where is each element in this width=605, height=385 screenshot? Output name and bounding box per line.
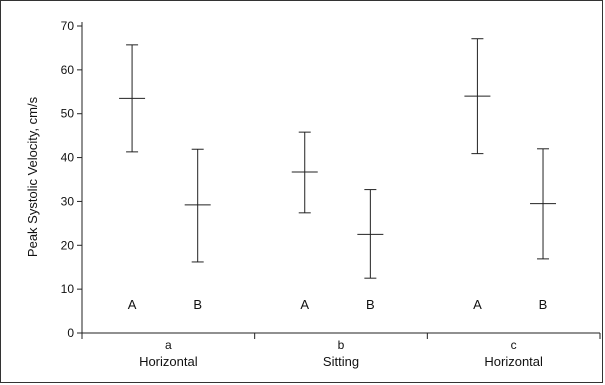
point-label: B — [366, 297, 375, 312]
point-label: A — [300, 297, 309, 312]
x-axis: a Horizontal b Sitting c Horizontal — [81, 332, 601, 369]
x-group-letter: a — [165, 338, 172, 352]
y-tick-label: 50 — [61, 107, 75, 121]
y-tick-label: 40 — [61, 151, 75, 165]
point-label: B — [539, 297, 548, 312]
y-tick-label: 30 — [61, 194, 75, 208]
point-label: B — [193, 297, 202, 312]
x-group-letter: b — [338, 338, 345, 352]
y-tick-label: 60 — [61, 63, 75, 77]
y-tick-label: 10 — [61, 282, 75, 296]
y-tick-label: 70 — [61, 19, 75, 33]
x-group-name: Sitting — [323, 354, 359, 369]
x-group-name: Horizontal — [139, 354, 198, 369]
point-label: A — [128, 297, 137, 312]
y-tick-label: 0 — [67, 326, 74, 340]
y-tick-label: 20 — [61, 238, 75, 252]
y-axis-label: Peak Systolic Velocity, cm/s — [25, 96, 40, 257]
y-axis: 0 10 20 30 40 50 60 70 — [61, 19, 83, 340]
x-group-name: Horizontal — [484, 354, 543, 369]
x-group-letter: c — [511, 338, 517, 352]
point-label: A — [473, 297, 482, 312]
